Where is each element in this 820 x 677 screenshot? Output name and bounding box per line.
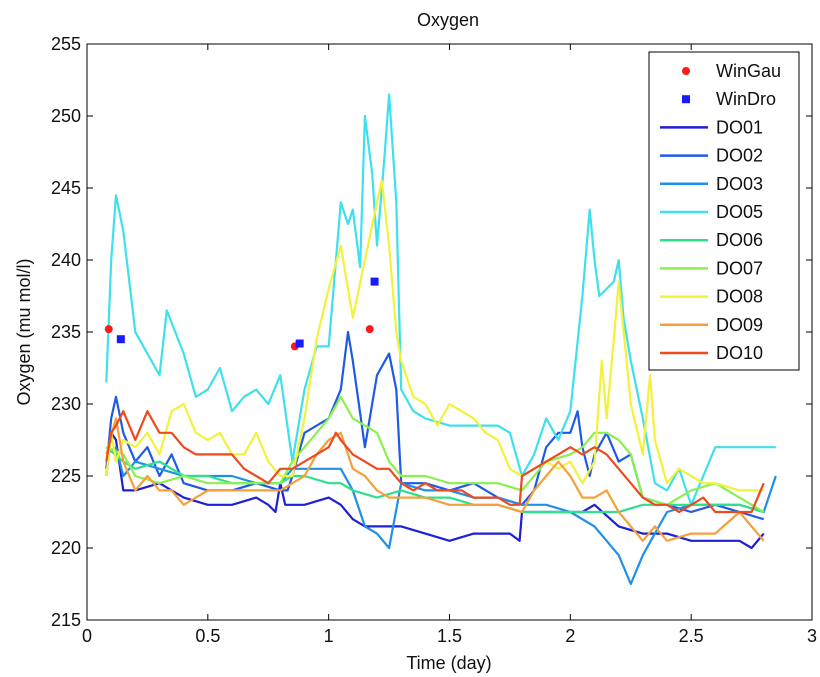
y-axis-ticks: 215 220 225 230 235 240 245 250 255 xyxy=(51,34,812,630)
legend-label-do08: DO08 xyxy=(716,287,763,307)
x-axis-label: Time (day) xyxy=(406,653,491,673)
legend-label-wingau: WinGau xyxy=(716,61,781,81)
points-layer xyxy=(104,277,379,351)
x-tick-label: 2 xyxy=(565,626,575,646)
series-line-do08 xyxy=(105,179,764,492)
point-windro xyxy=(116,335,125,344)
legend-label-do02: DO02 xyxy=(716,146,763,166)
series-line-do07 xyxy=(105,395,765,513)
y-tick-label: 255 xyxy=(51,34,81,54)
series-layer xyxy=(105,93,777,586)
legend-label-do10: DO10 xyxy=(716,343,763,363)
y-tick-label: 245 xyxy=(51,178,81,198)
legend-label-do01: DO01 xyxy=(716,117,763,137)
y-tick-label: 220 xyxy=(51,538,81,558)
series-line-do09 xyxy=(105,417,765,542)
series-line-do05 xyxy=(105,93,776,506)
y-axis-label: Oxygen (mu mol/l) xyxy=(14,258,34,405)
legend-label-do07: DO07 xyxy=(716,258,763,278)
legend-swatch-windro xyxy=(682,95,690,104)
series-line-do06 xyxy=(105,446,765,514)
x-axis-ticks: 0 0.5 1 1.5 2 2.5 3 xyxy=(82,44,817,646)
y-tick-label: 230 xyxy=(51,394,81,414)
series-line-do10 xyxy=(105,410,765,514)
point-windro xyxy=(295,339,304,348)
x-tick-label: 1 xyxy=(324,626,334,646)
legend-label-windro: WinDro xyxy=(716,89,776,109)
x-tick-label: 0.5 xyxy=(195,626,220,646)
chart-title: Oxygen xyxy=(417,10,479,30)
point-wingau xyxy=(365,325,374,334)
legend: WinGau WinDro DO01 DO02 DO03 DO05 DO06 DO07 DO08… xyxy=(648,51,800,371)
y-tick-label: 215 xyxy=(51,610,81,630)
y-tick-label: 225 xyxy=(51,466,81,486)
x-tick-label: 2.5 xyxy=(679,626,704,646)
legend-label-do06: DO06 xyxy=(716,230,763,250)
legend-swatch-wingau xyxy=(682,67,690,75)
legend-items: WinGau WinDro DO01 DO02 DO03 DO05 DO06 DO07 DO08… xyxy=(660,61,781,363)
legend-label-do03: DO03 xyxy=(716,174,763,194)
y-tick-label: 235 xyxy=(51,322,81,342)
x-tick-label: 3 xyxy=(807,626,817,646)
legend-label-do05: DO05 xyxy=(716,202,763,222)
y-tick-label: 250 xyxy=(51,106,81,126)
point-windro xyxy=(370,277,379,286)
x-tick-label: 1.5 xyxy=(437,626,462,646)
y-tick-label: 240 xyxy=(51,250,81,270)
series-line-do01 xyxy=(105,431,765,550)
x-tick-label: 0 xyxy=(82,626,92,646)
point-wingau xyxy=(104,325,113,334)
legend-label-do09: DO09 xyxy=(716,315,763,335)
